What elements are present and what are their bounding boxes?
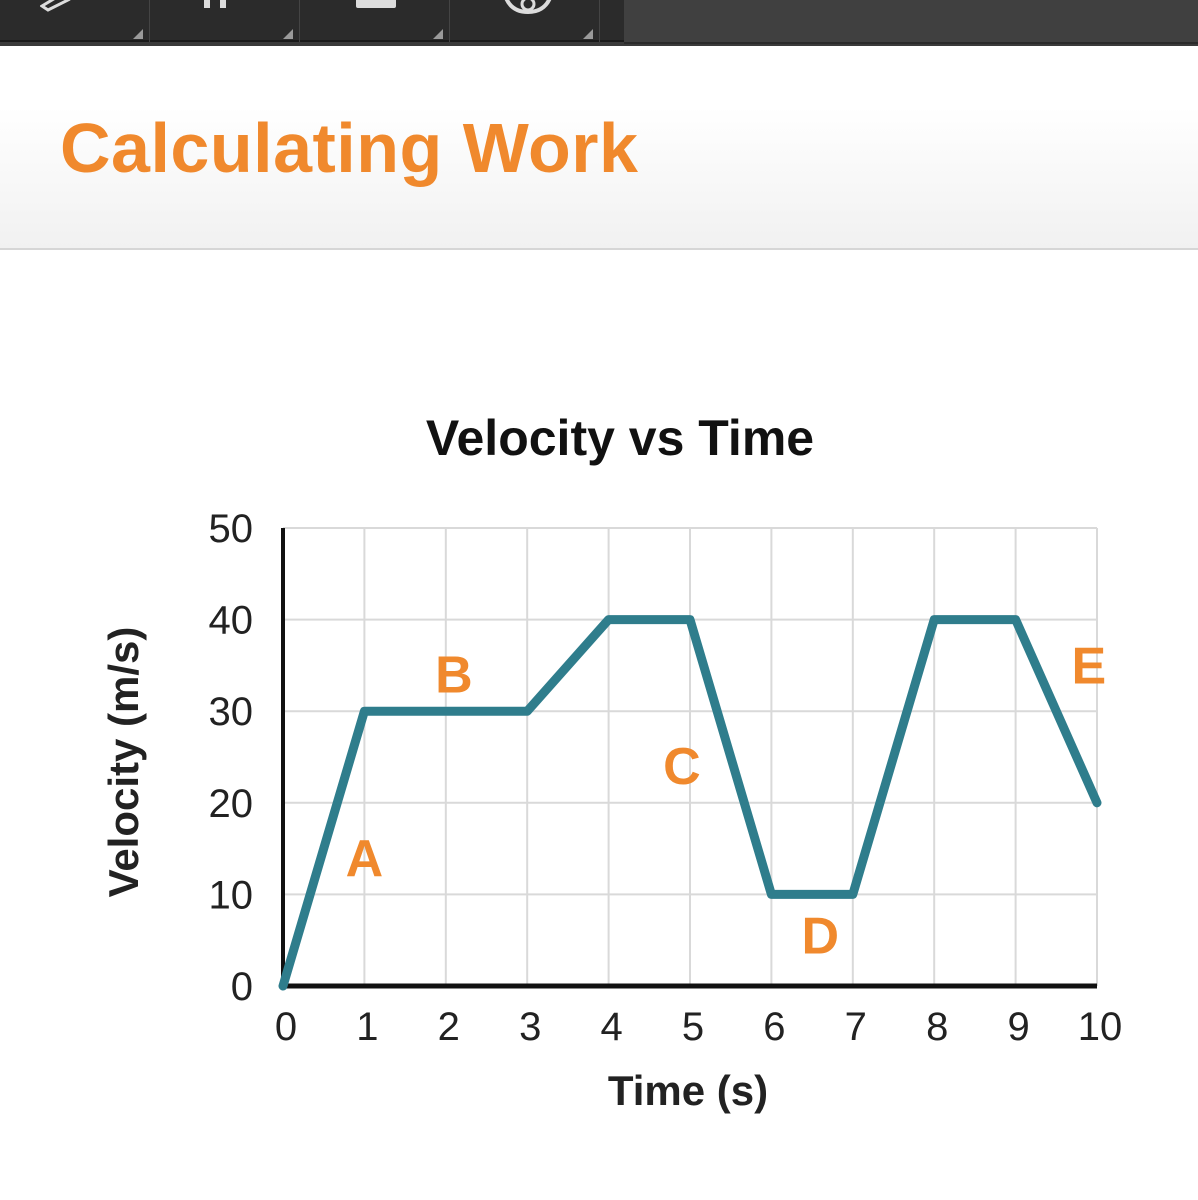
segment-label-d: D [801, 908, 839, 966]
x-tick-label: 10 [1078, 1005, 1123, 1049]
page-title: Calculating Work [60, 109, 639, 187]
y-tick-label: 40 [209, 599, 254, 643]
toolbar-tool-group [0, 0, 624, 42]
x-tick-label: 4 [600, 1005, 622, 1049]
dropdown-corner-icon [283, 29, 293, 39]
y-tick-label: 0 [231, 965, 253, 1009]
x-tick-label: 5 [682, 1005, 704, 1049]
y-tick-label: 50 [209, 507, 254, 551]
calculator-icon [204, 0, 226, 8]
y-axis-label: Velocity (m/s) [100, 627, 147, 898]
velocity-series-line [278, 615, 1102, 991]
x-tick-label: 9 [1007, 1005, 1029, 1049]
calculator-tool-button[interactable] [150, 0, 300, 42]
x-tick-label: 6 [763, 1005, 785, 1049]
settings-tool-button[interactable] [450, 0, 600, 42]
segment-label-a: A [346, 830, 384, 888]
settings-icon [504, 0, 552, 15]
dropdown-corner-icon [133, 29, 143, 39]
x-axis-label: Time (s) [608, 1067, 768, 1114]
x-tick-label: 8 [926, 1005, 948, 1049]
x-tick-label: 1 [356, 1005, 378, 1049]
y-tick-label: 30 [209, 690, 254, 734]
y-tick-label: 10 [209, 873, 254, 917]
x-tick-label: 7 [845, 1005, 867, 1049]
chart-container: Velocity vs Time 0 10 20 30 40 50 0 1 2 3 4 5 6 7 8 9 10 T… [0, 250, 1198, 1200]
y-tick-label: 20 [209, 782, 254, 826]
segment-label-b: B [435, 647, 473, 705]
segment-label-c: C [663, 738, 701, 796]
keyboard-icon [356, 0, 396, 8]
keyboard-tool-button[interactable] [300, 0, 450, 42]
dropdown-corner-icon [583, 29, 593, 39]
x-tick-label: 3 [519, 1005, 541, 1049]
pencil-icon [40, 0, 71, 12]
x-tick-label: 0 [275, 1005, 297, 1049]
toolbar [0, 0, 1198, 46]
velocity-time-chart: Velocity vs Time 0 10 20 30 40 50 0 1 2 3 4 5 6 7 8 9 10 T… [100, 410, 1123, 1114]
pencil-tool-button[interactable] [0, 0, 150, 42]
page-header: Calculating Work [0, 46, 1198, 250]
chart-title: Velocity vs Time [426, 410, 814, 466]
segment-label-e: E [1072, 637, 1107, 695]
x-tick-label: 2 [438, 1005, 460, 1049]
dropdown-corner-icon [433, 29, 443, 39]
toolbar-spacer [624, 0, 1198, 44]
